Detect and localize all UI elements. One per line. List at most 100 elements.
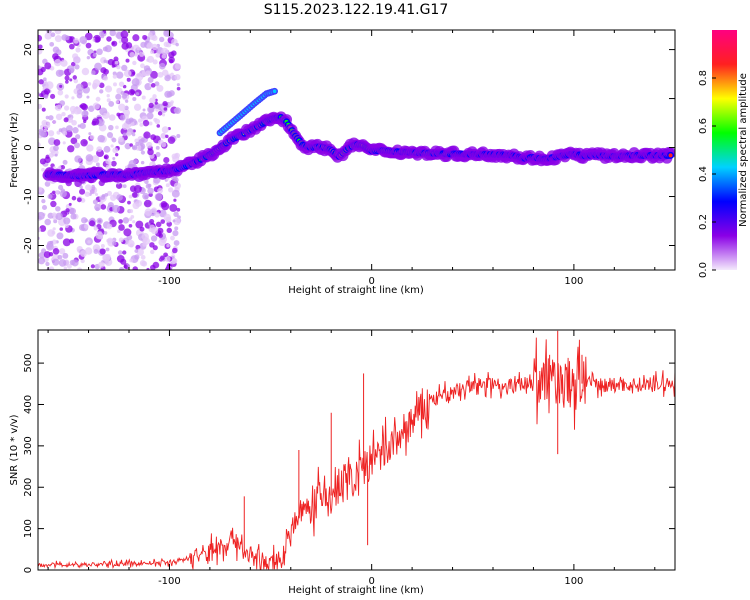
noise-mark	[68, 202, 72, 206]
noise-mark	[157, 71, 164, 78]
noise-mark	[52, 248, 60, 255]
noise-mark	[52, 258, 60, 266]
noise-mark	[171, 189, 180, 198]
noise-mark	[75, 134, 81, 140]
noise-mark	[111, 241, 117, 246]
noise-mark	[84, 191, 91, 197]
noise-mark	[108, 114, 116, 121]
noise-mark	[136, 46, 140, 51]
noise-mark	[129, 143, 133, 147]
noise-mark	[96, 48, 103, 56]
y-tick-label: 500	[23, 354, 34, 373]
noise-mark	[52, 190, 56, 195]
noise-mark	[157, 187, 163, 194]
noise-mark	[141, 95, 146, 100]
noise-mark	[106, 36, 112, 42]
noise-mark	[108, 124, 114, 131]
noise-mark	[112, 204, 120, 213]
noise-mark	[118, 103, 126, 111]
noise-mark	[144, 208, 153, 216]
noise-mark	[68, 67, 75, 74]
noise-mark	[52, 227, 56, 231]
noise-mark	[87, 82, 92, 86]
noise-mark	[155, 221, 162, 228]
noise-mark	[159, 62, 166, 70]
noise-mark	[161, 113, 166, 117]
noise-mark	[64, 35, 70, 41]
noise-mark	[143, 65, 151, 72]
noise-mark	[153, 117, 158, 122]
noise-mark	[112, 71, 117, 76]
noise-mark	[163, 157, 170, 164]
snr-plot: -100 0 100 0 100 200 300 400 500 Height of strai…	[9, 329, 676, 596]
spectrogram-xlabel: Height of straight line (km)	[288, 285, 424, 296]
secondary-branch-core	[272, 89, 277, 94]
noise-mark	[129, 51, 135, 58]
noise-mark	[109, 30, 116, 37]
noise-mark	[93, 226, 98, 231]
noise-mark	[95, 96, 101, 102]
noise-mark	[171, 258, 178, 264]
colorbar-gradient	[712, 30, 737, 270]
noise-mark	[47, 130, 55, 137]
noise-mark	[152, 59, 158, 65]
noise-mark	[41, 204, 48, 211]
snr-xlabel: Height of straight line (km)	[288, 585, 424, 596]
noise-mark	[100, 204, 107, 210]
noise-mark	[96, 146, 103, 153]
noise-mark	[160, 133, 166, 139]
noise-mark	[136, 248, 144, 256]
noise-mark	[150, 226, 159, 235]
noise-mark	[50, 32, 56, 38]
noise-mark	[173, 182, 181, 190]
noise-mark	[121, 123, 129, 130]
noise-mark	[111, 40, 118, 47]
noise-mark	[65, 80, 69, 84]
noise-mark	[152, 94, 157, 99]
noise-mark	[56, 232, 64, 240]
noise-mark	[164, 74, 171, 82]
colorbar-tick-label: 0.6	[698, 118, 709, 134]
noise-mark	[150, 207, 158, 214]
noise-mark	[65, 208, 70, 213]
noise-mark	[116, 64, 121, 70]
noise-mark	[38, 257, 46, 265]
noise-mark	[112, 74, 118, 79]
noise-mark	[59, 248, 66, 255]
noise-mark	[100, 244, 105, 248]
noise-mark	[43, 94, 49, 99]
noise-mark	[128, 89, 135, 96]
noise-mark	[148, 121, 153, 126]
noise-mark	[55, 206, 61, 212]
noise-mark	[125, 58, 130, 63]
noise-mark	[163, 107, 168, 111]
noise-mark	[123, 228, 132, 237]
noise-mark	[111, 137, 117, 143]
noise-mark	[160, 219, 166, 224]
noise-mark	[99, 31, 105, 37]
y-tick-label: 10	[23, 92, 34, 105]
noise-mark	[45, 261, 50, 267]
noise-mark	[98, 82, 105, 89]
noise-mark	[165, 216, 172, 223]
noise-mark	[110, 144, 114, 148]
noise-mark	[57, 254, 63, 260]
noise-mark	[115, 100, 120, 104]
noise-mark	[176, 133, 181, 138]
noise-mark	[125, 42, 133, 49]
noise-mark	[38, 34, 43, 42]
noise-mark	[73, 56, 81, 64]
snr-ylabel: SNR (10 * v/v)	[9, 414, 20, 485]
noise-mark	[70, 61, 76, 67]
noise-mark	[131, 78, 140, 87]
figure-title: S115.2023.122.19.41.G17	[264, 2, 449, 18]
noise-mark	[54, 30, 62, 35]
noise-mark	[135, 92, 140, 96]
noise-mark	[134, 138, 139, 143]
noise-mark	[120, 30, 129, 39]
noise-mark	[154, 211, 160, 218]
noise-mark	[38, 227, 42, 233]
noise-mark	[104, 193, 109, 197]
noise-mark	[57, 89, 64, 96]
noise-mark	[143, 199, 152, 208]
